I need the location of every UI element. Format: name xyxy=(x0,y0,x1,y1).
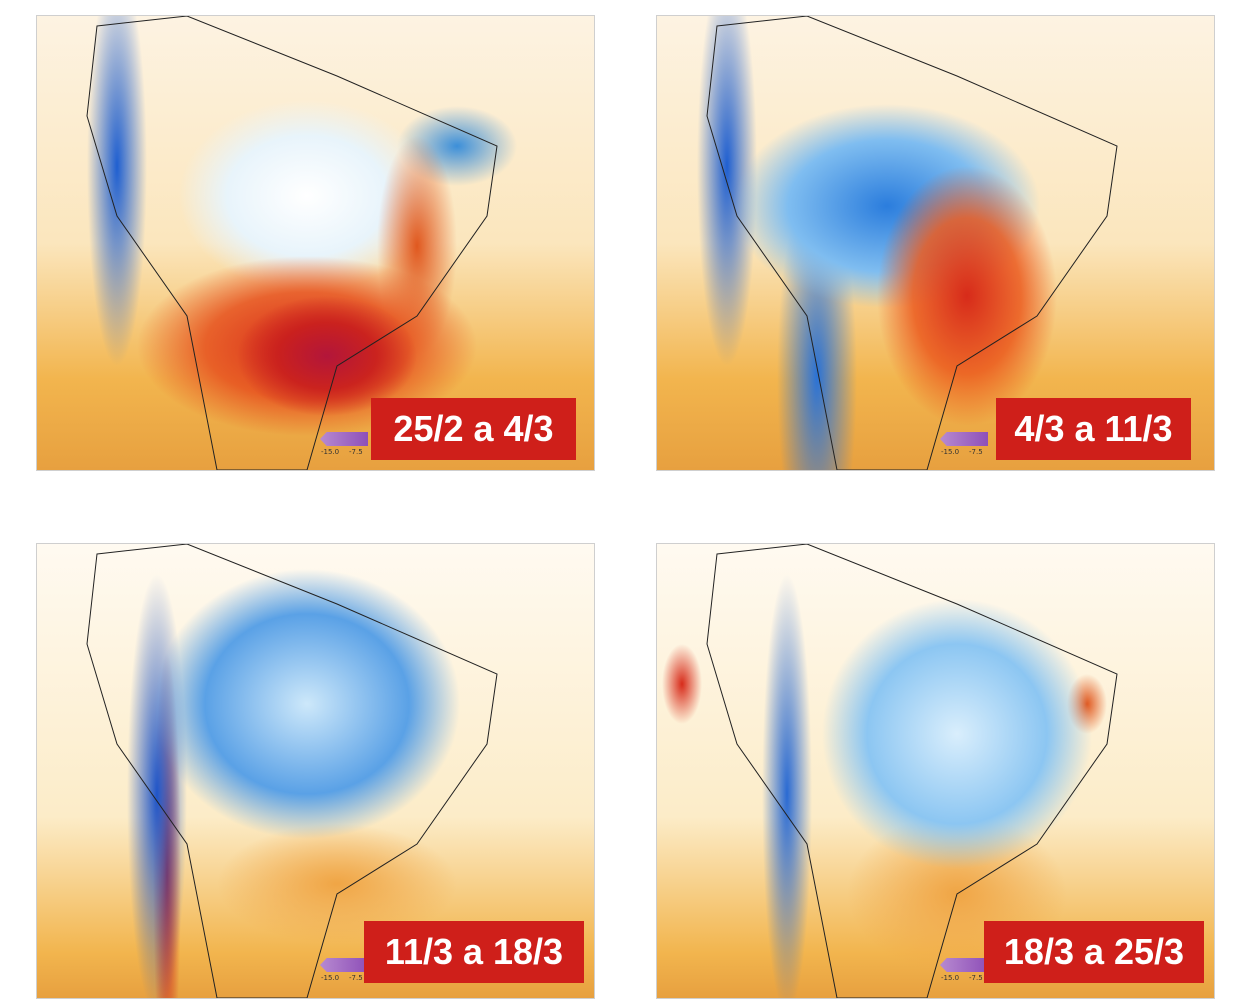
country-outlines xyxy=(706,544,1118,998)
map-panel-3: -15.0 -7.5 11/3 a 18/3 xyxy=(36,543,595,999)
colorbar-tick: -7.5 xyxy=(969,974,983,982)
period-label: 11/3 a 18/3 xyxy=(364,921,584,983)
colorbar-fragment xyxy=(940,432,988,446)
period-label: 25/2 a 4/3 xyxy=(371,398,576,460)
colorbar-tick: -7.5 xyxy=(969,448,983,456)
colorbar-tick: -15.0 xyxy=(321,448,340,456)
country-outlines xyxy=(86,16,498,470)
colorbar-tick: -7.5 xyxy=(349,974,363,982)
map-panel-1: -15.0 -7.5 25/2 a 4/3 xyxy=(36,15,595,471)
country-outlines xyxy=(706,16,1118,470)
colorbar-fragment xyxy=(320,432,368,446)
colorbar-tick: -7.5 xyxy=(349,448,363,456)
colorbar-tick: -15.0 xyxy=(941,448,960,456)
country-outlines xyxy=(86,544,498,998)
colorbar-fragment xyxy=(940,958,988,972)
period-label: 18/3 a 25/3 xyxy=(984,921,1204,983)
colorbar-tick: -15.0 xyxy=(321,974,340,982)
map-panel-4: -15.0 -7.5 18/3 a 25/3 xyxy=(656,543,1215,999)
period-label: 4/3 a 11/3 xyxy=(996,398,1191,460)
colorbar-fragment xyxy=(320,958,368,972)
map-panel-2: -15.0 -7.5 4/3 a 11/3 xyxy=(656,15,1215,471)
colorbar-tick: -15.0 xyxy=(941,974,960,982)
